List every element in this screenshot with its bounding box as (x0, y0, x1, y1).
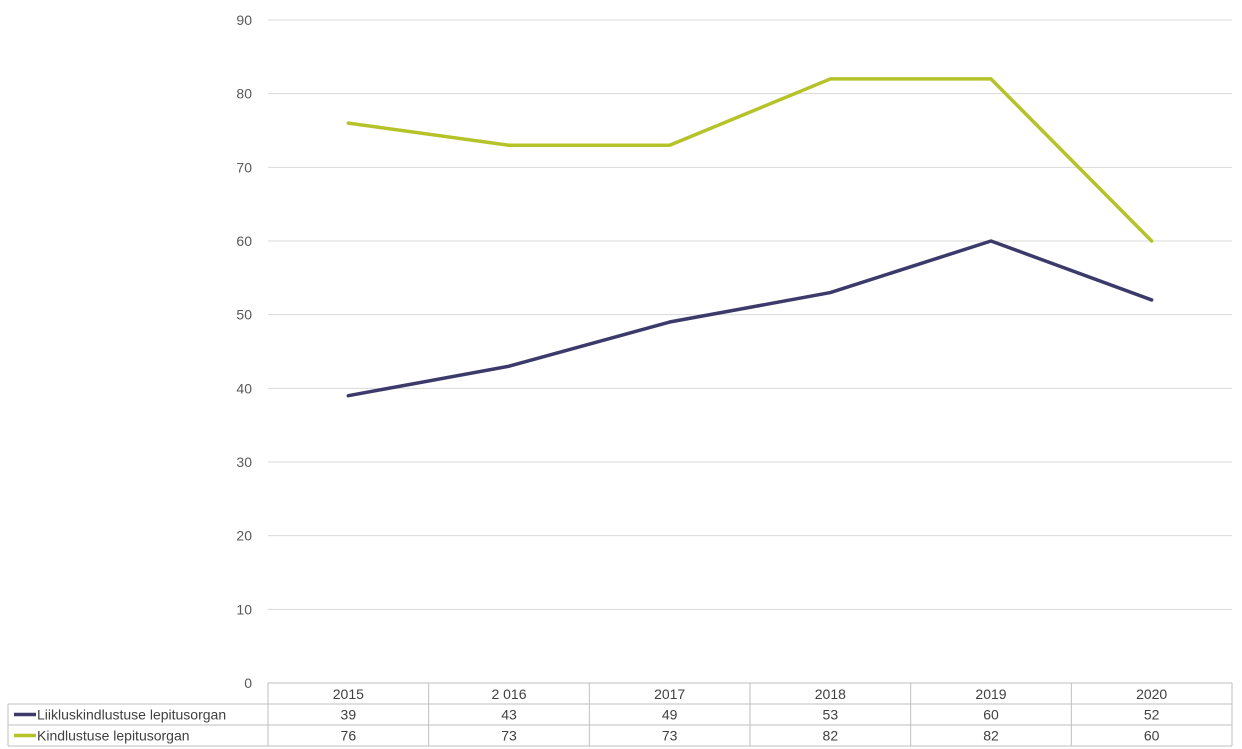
data-label: 82 (823, 728, 839, 744)
data-label: 76 (341, 728, 357, 744)
y-tick-label: 90 (236, 12, 252, 28)
legend-entry-1: Liikluskindlustuse lepitusorgan (37, 707, 226, 723)
data-label: 53 (823, 707, 839, 723)
data-label: 60 (1144, 728, 1160, 744)
x-tick-label: 2018 (815, 686, 846, 702)
y-tick-label: 20 (236, 528, 252, 544)
y-tick-label: 0 (244, 675, 252, 691)
x-tick-label: 2019 (975, 686, 1006, 702)
data-table: 2015 2 016 2017 2018 2019 2020 Liikluskindlust… (7, 682, 1233, 747)
data-label: 52 (1144, 707, 1160, 723)
series-line-1 (346, 239, 1154, 398)
y-axis-ticks: 0 10 20 30 40 50 60 70 80 90 (236, 12, 252, 691)
data-label: 73 (662, 728, 678, 744)
data-label: 43 (501, 707, 517, 723)
x-tick-label: 2017 (654, 686, 685, 702)
x-tick-label: 2015 (333, 686, 364, 702)
y-tick-label: 40 (236, 380, 252, 396)
y-tick-label: 50 (236, 307, 252, 323)
x-tick-label: 2 016 (491, 686, 526, 702)
series-line-2 (346, 77, 1154, 243)
y-tick-label: 60 (236, 233, 252, 249)
data-label: 73 (501, 728, 517, 744)
y-tick-label: 30 (236, 454, 252, 470)
y-tick-label: 80 (236, 86, 252, 102)
data-label: 39 (341, 707, 357, 723)
data-label: 82 (983, 728, 999, 744)
gridlines (268, 19, 1232, 610)
data-label: 60 (983, 707, 999, 723)
x-tick-label: 2020 (1136, 686, 1167, 702)
data-label: 49 (662, 707, 678, 723)
legend-entry-2: Kindlustuse lepitusorgan (37, 728, 190, 744)
y-tick-label: 10 (236, 601, 252, 617)
y-tick-label: 70 (236, 159, 252, 175)
series-lines (346, 77, 1154, 398)
